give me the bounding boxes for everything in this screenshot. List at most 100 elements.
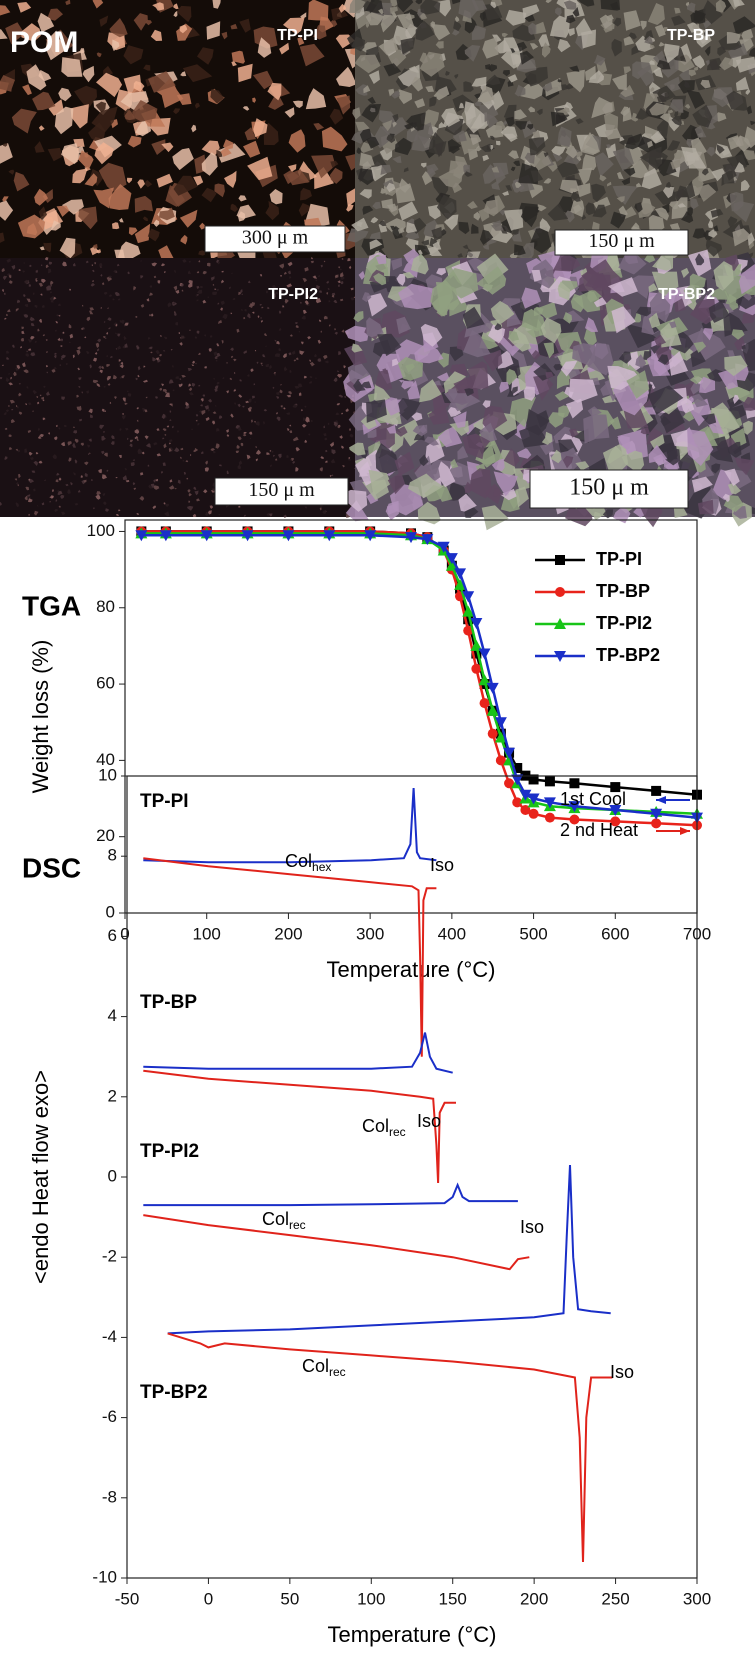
crystal xyxy=(141,451,145,455)
crystal xyxy=(669,99,684,113)
crystal xyxy=(458,0,479,19)
crystal xyxy=(232,297,236,301)
crystal xyxy=(119,376,122,379)
crystal xyxy=(212,411,217,414)
crystal xyxy=(327,288,330,290)
crystal xyxy=(557,281,571,301)
crystal xyxy=(355,6,365,20)
crystal xyxy=(247,280,251,284)
point xyxy=(486,704,499,716)
crystal xyxy=(334,331,338,335)
crystal xyxy=(72,262,76,267)
crystal xyxy=(10,376,12,380)
point xyxy=(282,530,295,542)
crystal xyxy=(252,97,256,103)
crystal xyxy=(261,364,264,367)
crystal xyxy=(665,181,671,188)
crystal xyxy=(308,0,329,21)
crystal xyxy=(159,335,162,337)
crystal xyxy=(482,244,489,250)
crystal xyxy=(162,428,167,432)
crystal xyxy=(0,377,3,380)
crystal xyxy=(623,66,632,75)
crystal xyxy=(333,421,337,425)
crystal xyxy=(306,294,310,299)
crystal xyxy=(133,81,145,92)
phase-label: Colrec xyxy=(302,1356,346,1379)
crystal xyxy=(425,85,434,92)
crystal xyxy=(157,359,161,363)
crystal xyxy=(323,260,326,263)
crystal xyxy=(216,149,223,158)
crystal xyxy=(267,82,282,101)
crystal xyxy=(289,370,292,373)
crystal xyxy=(274,339,277,342)
crystal xyxy=(438,122,446,129)
crystal xyxy=(58,477,62,481)
legend-label: TP-BP2 xyxy=(596,645,660,665)
dsc-curve xyxy=(167,1332,613,1563)
crystal xyxy=(119,428,122,432)
crystal xyxy=(238,195,247,202)
x-tick-label: 400 xyxy=(438,924,466,943)
crystal xyxy=(482,154,490,162)
crystal xyxy=(199,410,202,413)
crystal xyxy=(77,346,81,350)
crystal xyxy=(699,376,716,394)
crystal xyxy=(190,454,192,457)
crystal xyxy=(83,479,87,483)
crystal xyxy=(49,501,51,503)
crystal xyxy=(173,175,198,196)
crystal xyxy=(30,352,36,357)
crystal xyxy=(650,87,655,92)
crystal xyxy=(330,458,336,464)
crystal xyxy=(7,405,10,407)
crystal xyxy=(524,152,536,164)
point xyxy=(421,534,434,546)
crystal xyxy=(243,514,247,517)
crystal xyxy=(742,420,753,435)
crystal xyxy=(58,318,60,320)
crystal xyxy=(452,94,475,113)
crystal xyxy=(24,495,28,501)
crystal xyxy=(27,494,31,497)
crystal xyxy=(2,143,8,147)
crystal xyxy=(726,90,748,111)
crystal xyxy=(433,86,450,101)
crystal xyxy=(431,24,451,41)
crystal xyxy=(180,447,184,451)
crystal xyxy=(28,284,32,287)
phase-label-sub: rec xyxy=(329,1365,346,1379)
crystal xyxy=(430,279,454,316)
crystal xyxy=(132,459,135,461)
point xyxy=(511,774,524,786)
crystal xyxy=(618,254,647,275)
crystal xyxy=(688,69,697,77)
crystal xyxy=(341,257,344,260)
crystal xyxy=(236,328,240,333)
crystal xyxy=(392,155,402,163)
crystal xyxy=(530,170,544,183)
crystal xyxy=(6,313,8,316)
legend-arrow xyxy=(656,796,666,804)
crystal xyxy=(447,139,462,152)
crystal xyxy=(61,143,81,164)
crystal xyxy=(102,474,107,480)
crystal xyxy=(298,330,301,333)
crystal xyxy=(68,323,72,329)
crystal xyxy=(198,384,201,387)
crystal xyxy=(27,348,32,351)
crystal xyxy=(482,400,491,408)
crystal xyxy=(265,200,280,221)
crystal xyxy=(54,436,58,441)
crystal xyxy=(191,428,193,431)
crystal xyxy=(26,298,31,303)
crystal xyxy=(185,404,190,409)
crystal xyxy=(52,489,54,493)
crystal xyxy=(465,103,485,134)
crystal xyxy=(649,44,655,50)
crystal xyxy=(53,296,57,300)
crystal xyxy=(252,395,256,399)
crystal xyxy=(126,177,133,184)
crystal xyxy=(347,458,351,461)
